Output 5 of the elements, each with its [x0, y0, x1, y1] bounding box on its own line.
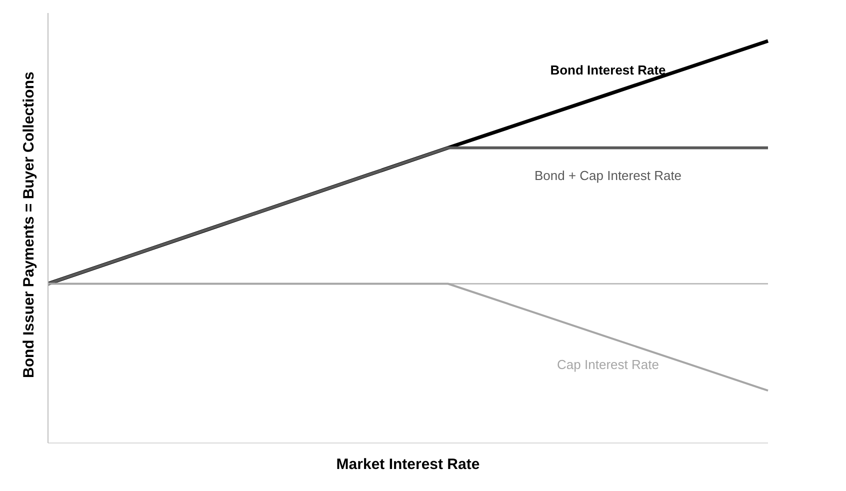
series-label: Cap Interest Rate [557, 357, 659, 372]
y-axis-title: Bond Issuer Payments = Buyer Collections [20, 72, 38, 378]
series-label: Bond + Cap Interest Rate [534, 168, 682, 183]
series-label: Bond Interest Rate [550, 62, 666, 78]
x-axis-title: Market Interest Rate [336, 456, 480, 473]
